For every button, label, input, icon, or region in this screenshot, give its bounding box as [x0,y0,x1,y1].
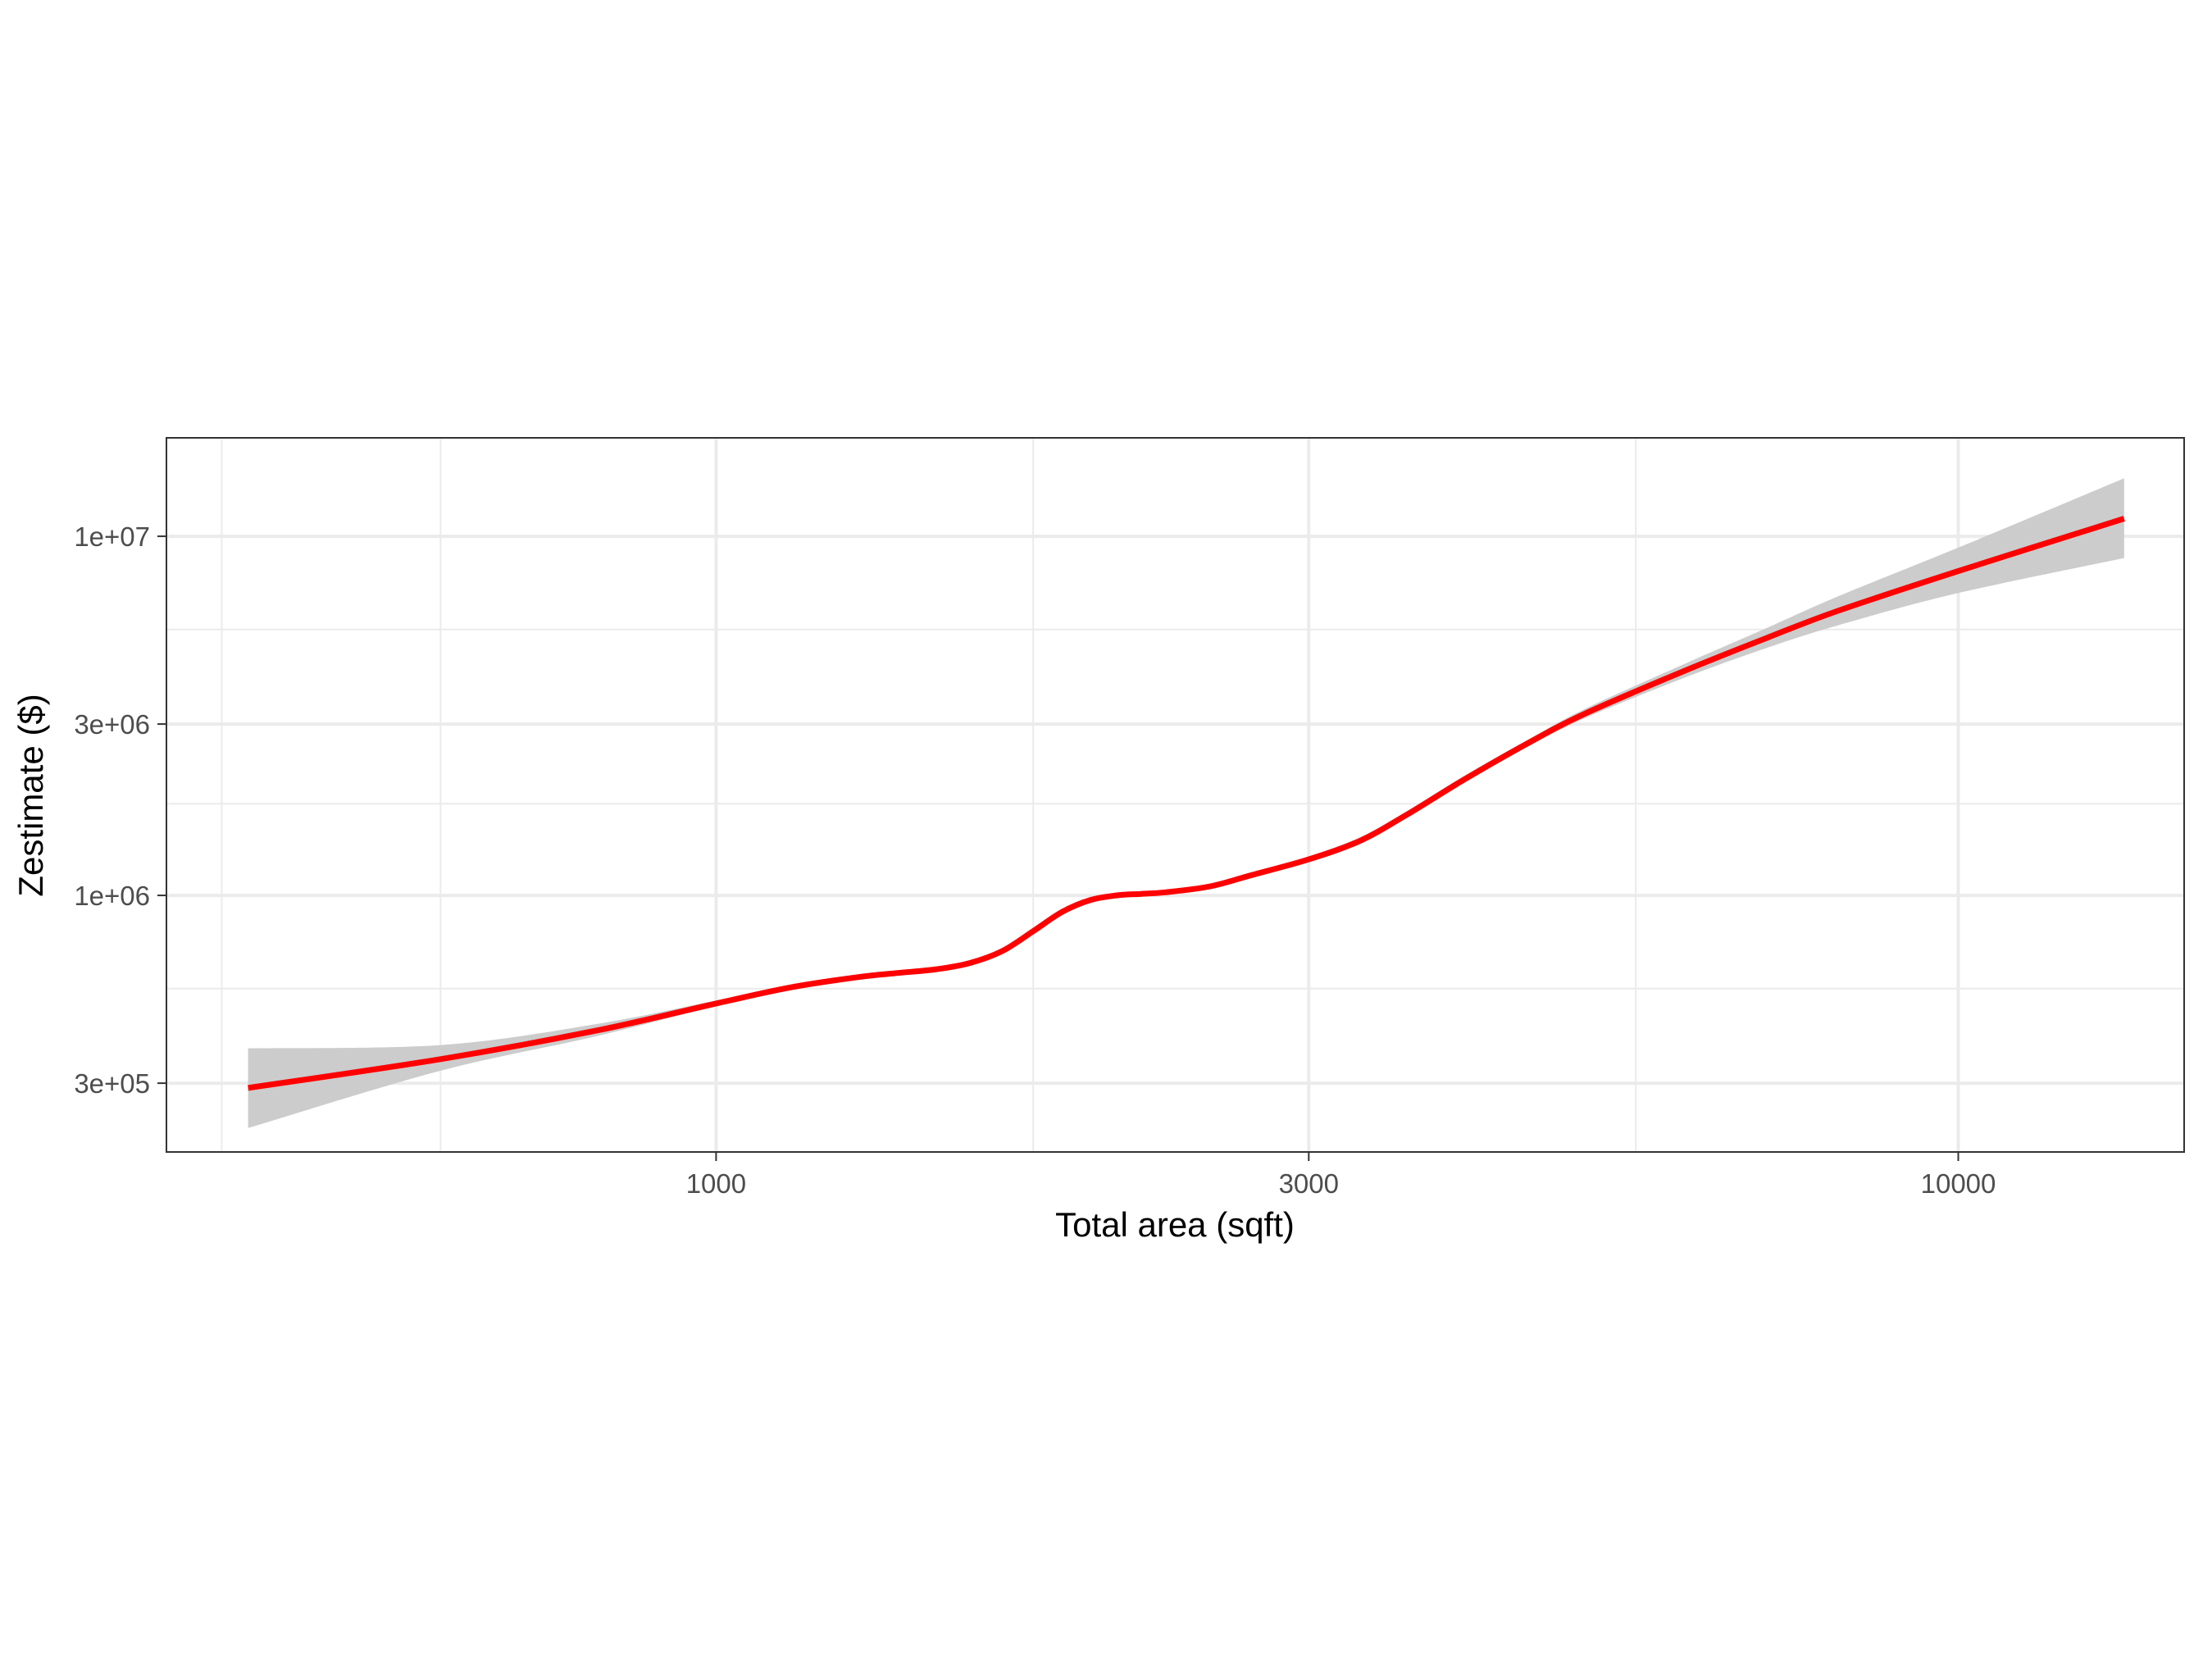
x-axis: 1000 3000 10000 [686,1152,1996,1199]
y-tick-label: 3e+05 [74,1068,150,1099]
panel-background [166,438,2184,1152]
y-axis: 3e+05 1e+06 3e+06 1e+07 [74,521,166,1099]
smooth-trend-line [248,516,2125,1091]
x-tick-label: 1000 [686,1168,746,1199]
y-axis-title: Zestimate ($) [11,694,50,896]
minor-gridlines [166,438,2184,1152]
x-axis-title: Total area (sqft) [1055,1205,1295,1244]
panel-border [166,437,2185,1153]
y-tick-label: 3e+06 [74,709,150,740]
y-tick-label: 1e+07 [74,521,150,552]
x-tick-label: 10000 [1921,1168,1996,1199]
major-gridlines [166,438,2184,1152]
confidence-band [248,478,2124,1128]
y-tick-label: 1e+06 [74,881,150,911]
x-tick-label: 3000 [1279,1168,1339,1199]
